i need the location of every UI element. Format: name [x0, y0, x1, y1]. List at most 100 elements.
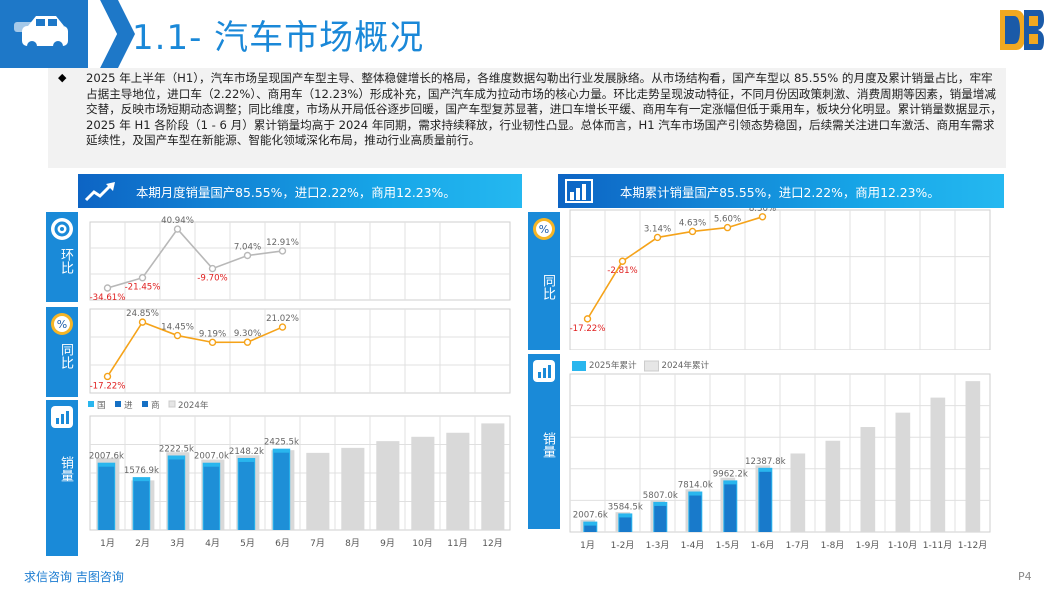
monthly-yoy-point	[173, 331, 182, 340]
monthly-sales-x-tick: 4月	[205, 538, 220, 549]
cumulative-sales-x-tick: 1-5月	[716, 540, 740, 551]
bullet-diamond-icon: ◆	[58, 71, 67, 84]
monthly-mom-point	[103, 284, 112, 292]
monthly-mom-data-label: -9.70%	[197, 274, 227, 284]
monthly-sales-bar-2024	[411, 436, 435, 530]
cumulative-sales-x-tick: 1-4月	[681, 540, 705, 551]
cumulative-yoy-data-label: -17.22%	[570, 324, 606, 334]
cumulative-sales-data-label: 7814.0k	[678, 481, 713, 491]
sidebar-yoy-label: 同比	[58, 343, 73, 369]
monthly-sales-x-tick: 5月	[240, 538, 255, 549]
monthly-mom-data-label: 40.94%	[161, 216, 194, 226]
cumulative-yoy-data-label: 8.30%	[749, 208, 776, 214]
monthly-yoy-data-label: 9.19%	[199, 329, 226, 339]
monthly-yoy-data-label: -17.22%	[90, 381, 126, 391]
monthly-sales-bar-2024	[306, 452, 330, 530]
right-sales-chart-icon	[533, 360, 555, 382]
footer-links[interactable]: 求信咨询 吉图咨询	[24, 570, 124, 584]
monthly-mom-data-label: -21.45%	[125, 283, 161, 293]
monthly-sales-legend-swatch	[115, 401, 121, 407]
cumulative-sales-data-label: 2007.6k	[573, 511, 608, 521]
svg-text:%: %	[57, 318, 67, 331]
cumulative-yoy-line	[586, 216, 763, 320]
grid	[90, 222, 510, 300]
cumulative-sales-x-tick: 1-10月	[888, 540, 917, 551]
monthly-yoy-data-label: 9.30%	[234, 329, 261, 339]
cumulative-sales-x-tick: 1-8月	[821, 540, 845, 551]
monthly-sales-bar-2025-inner	[273, 452, 290, 530]
summary-box	[48, 68, 1006, 168]
monthly-yoy-data-label: 21.02%	[266, 314, 299, 324]
cumulative-sales-legend-swatch	[572, 361, 586, 371]
cumulative-yoy-point	[583, 315, 592, 323]
monthly-sales-x-tick: 11月	[447, 538, 467, 549]
monthly-sales-data-label: 2007.6k	[89, 452, 124, 462]
cumulative-yoy-data-label: 5.60%	[714, 215, 741, 225]
monthly-mom-data-label: -34.61%	[90, 293, 126, 302]
right-sidebar-sales	[528, 354, 560, 529]
cumulative-sales-x-tick: 1-7月	[786, 540, 810, 551]
cumulative-sales-x-tick: 1-6月	[751, 540, 775, 551]
grid	[90, 309, 510, 393]
cumulative-sales-x-tick: 1月	[580, 540, 595, 551]
monthly-sales-data-label: 2007.0k	[194, 452, 229, 462]
monthly-sales-x-tick: 2月	[135, 538, 150, 549]
cumulative-yoy-chart: -17.22% -2.81% 3.14% 4.63% 5.60% 8.30%	[569, 208, 991, 350]
right-banner: 本期累计销量国产85.55%，进口2.22%，商用12.23%。	[558, 174, 1004, 208]
cumulative-sales-bar-2024	[930, 397, 946, 532]
monthly-sales-data-label: 2425.5k	[264, 438, 299, 448]
monthly-mom-line	[107, 227, 283, 289]
cumulative-sales-legend-label: 2025年累计	[589, 359, 637, 371]
right-percent-icon: %	[533, 218, 555, 240]
sidebar-mom-label: 环比	[58, 248, 73, 274]
monthly-sales-legend-label: 国	[97, 400, 106, 411]
target-icon	[51, 218, 73, 240]
monthly-sales-legend-label: 进	[124, 400, 133, 411]
cumulative-sales-bar-2025-inner	[689, 495, 702, 532]
monthly-sales-legend-label: 商	[151, 399, 160, 411]
monthly-mom-point	[173, 225, 182, 233]
monthly-yoy-point	[103, 372, 112, 381]
header-arrow	[14, 0, 135, 68]
cumulative-yoy-data-label: -2.81%	[607, 266, 637, 276]
car-icon	[14, 16, 68, 51]
page-title: 1.1- 汽车市场概况	[132, 18, 425, 58]
cumulative-sales-bar-2024	[965, 381, 981, 532]
cumulative-sales-x-tick: 1-11月	[923, 540, 952, 551]
monthly-mom-point	[243, 251, 252, 260]
monthly-yoy-data-label: 24.85%	[126, 309, 159, 319]
cumulative-sales-bar-2024	[825, 440, 841, 532]
monthly-sales-x-tick: 3月	[170, 538, 185, 549]
monthly-sales-data-label: 1576.9k	[124, 466, 159, 476]
cumulative-sales-x-tick: 1-12月	[958, 540, 987, 551]
monthly-sales-data-label: 2222.5k	[159, 444, 194, 454]
monthly-sales-x-tick: 8月	[345, 538, 360, 549]
page-number: P4	[1018, 570, 1032, 583]
monthly-sales-x-tick: 6月	[275, 538, 290, 549]
monthly-sales-bar-2025-inner	[203, 466, 220, 530]
monthly-sales-bar-2025-inner	[168, 459, 185, 530]
left-banner: 本期月度销量国产85.55%，进口2.22%，商用12.23%。	[78, 174, 522, 208]
monthly-sales-x-tick: 12月	[482, 538, 502, 549]
bar-chart-icon	[565, 179, 593, 203]
right-banner-text: 本期累计销量国产85.55%，进口2.22%，商用12.23%。	[620, 185, 940, 200]
monthly-yoy-line	[106, 321, 283, 377]
cumulative-yoy-point	[758, 213, 767, 221]
monthly-mom-point	[138, 274, 147, 282]
monthly-sales-bar-2024	[446, 432, 470, 530]
monthly-sales-legend-swatch	[142, 401, 148, 407]
monthly-sales-bar-2025-inner	[133, 481, 150, 530]
cumulative-sales-x-tick: 1-3月	[646, 540, 670, 551]
brand-logo-icon	[1000, 10, 1044, 50]
monthly-sales-data-label: 2148.2k	[229, 447, 264, 457]
monthly-mom-point	[208, 264, 217, 273]
right-sidebar-yoy-label: 同比	[540, 274, 555, 300]
cumulative-yoy-point	[618, 257, 627, 265]
monthly-mom-data-label: 7.04%	[234, 243, 261, 253]
monthly-sales-x-tick: 7月	[310, 538, 325, 549]
monthly-sales-legend-label: 2024年	[178, 399, 209, 411]
cumulative-yoy-data-label: 3.14%	[644, 224, 671, 234]
monthly-mom-point	[278, 247, 287, 255]
monthly-sales-bar-2024	[341, 447, 365, 530]
